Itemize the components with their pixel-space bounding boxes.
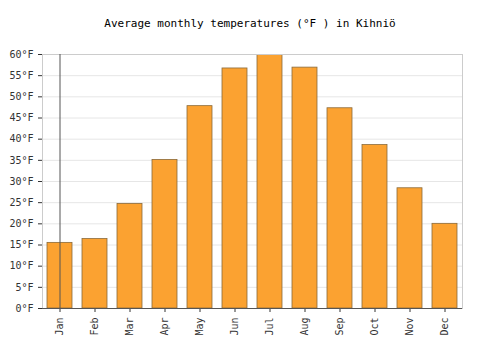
svg-text:60°F: 60°F xyxy=(9,49,33,60)
svg-text:Apr: Apr xyxy=(159,318,170,336)
svg-text:Sep: Sep xyxy=(334,318,345,336)
svg-text:40°F: 40°F xyxy=(9,133,33,144)
svg-text:Dec: Dec xyxy=(439,318,450,336)
svg-text:30°F: 30°F xyxy=(9,176,33,187)
svg-text:55°F: 55°F xyxy=(9,70,33,81)
svg-text:Jan: Jan xyxy=(54,318,65,336)
svg-text:25°F: 25°F xyxy=(9,197,33,208)
svg-text:Oct: Oct xyxy=(369,318,380,336)
svg-text:Aug: Aug xyxy=(299,318,310,336)
svg-text:Nov: Nov xyxy=(404,318,415,336)
svg-text:15°F: 15°F xyxy=(9,239,33,250)
svg-text:50°F: 50°F xyxy=(9,91,33,102)
svg-text:20°F: 20°F xyxy=(9,218,33,229)
svg-text:Jul: Jul xyxy=(264,318,275,336)
svg-text:0°F: 0°F xyxy=(15,303,33,314)
svg-text:45°F: 45°F xyxy=(9,112,33,123)
svg-text:May: May xyxy=(194,318,205,336)
svg-text:Feb: Feb xyxy=(89,318,100,336)
svg-text:Jun: Jun xyxy=(229,318,240,336)
html-text:Average monthly temperatures (: Average monthly temperatures (°F ) in Ki… xyxy=(104,17,396,30)
svg-text:5°F: 5°F xyxy=(15,282,33,293)
svg-text:Mar: Mar xyxy=(124,318,135,336)
svg-text:35°F: 35°F xyxy=(9,155,33,166)
svg-text:10°F: 10°F xyxy=(9,260,33,271)
